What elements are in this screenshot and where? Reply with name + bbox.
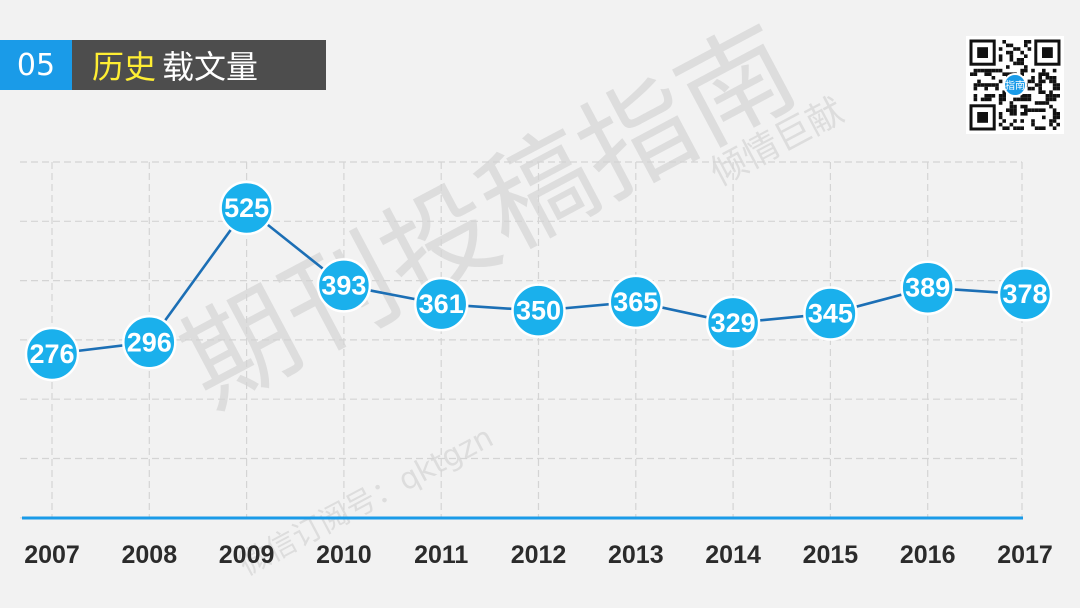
data-point: [997, 266, 1053, 322]
qr-code-graphic: 指南: [969, 39, 1061, 131]
data-label: 365: [613, 287, 658, 317]
data-point: [413, 276, 469, 332]
data-label: 329: [711, 308, 756, 338]
x-tick-label: 2014: [705, 541, 761, 569]
data-point: [316, 258, 372, 313]
section-header: 05 历史 载文量: [0, 40, 326, 90]
data-point: [24, 326, 80, 382]
qr-code-icon: 指南: [966, 36, 1064, 134]
x-tick-label: 2013: [608, 541, 664, 569]
x-tick-label: 2008: [121, 541, 177, 569]
section-title: 历史 载文量: [72, 40, 326, 90]
data-label: 276: [29, 339, 74, 369]
section-title-highlight: 历史: [92, 48, 157, 86]
x-tick-label: 2011: [414, 541, 468, 569]
x-tick-label: 2010: [316, 541, 372, 569]
x-tick-label: 2016: [900, 541, 956, 569]
data-label: 361: [419, 289, 464, 319]
data-point: [803, 286, 858, 341]
x-tick-label: 2007: [24, 541, 80, 569]
data-label: 350: [516, 296, 561, 326]
data-label: 525: [224, 193, 269, 223]
x-tick-label: 2012: [511, 541, 567, 569]
data-point: [219, 180, 274, 236]
data-point: [122, 315, 177, 370]
data-label: 296: [127, 327, 172, 357]
qr-center-logo: [1003, 73, 1027, 97]
data-label: 378: [1002, 279, 1047, 309]
data-point: [705, 295, 761, 351]
qr-center-text: 指南: [1005, 79, 1025, 92]
data-point: [608, 274, 664, 330]
x-tick-label: 2009: [219, 541, 275, 569]
data-label: 345: [808, 299, 853, 329]
data-label: 393: [321, 270, 366, 300]
section-title-rest: 载文量: [162, 48, 259, 86]
x-tick-label: 2015: [803, 541, 859, 569]
section-number: 05: [0, 40, 72, 90]
data-point: [511, 283, 566, 338]
data-point: [900, 260, 955, 315]
data-label: 389: [905, 273, 950, 303]
x-tick-label: 2017: [997, 541, 1053, 569]
